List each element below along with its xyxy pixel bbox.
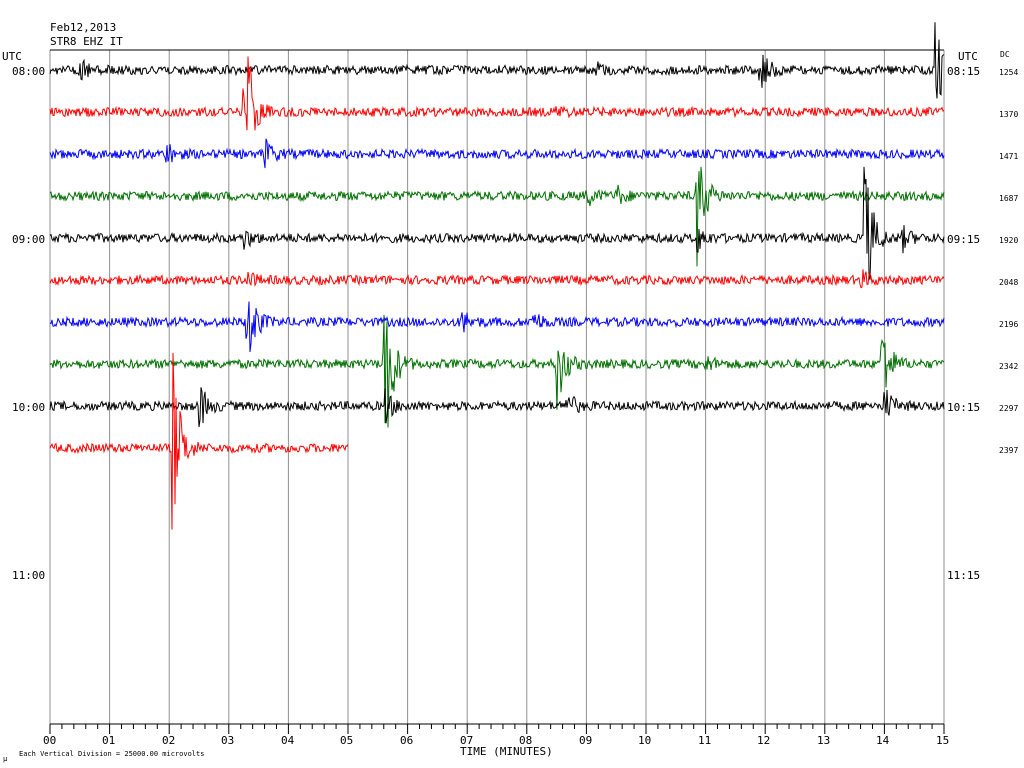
x-tick-label: 14 xyxy=(876,734,890,747)
trace-line xyxy=(49,166,945,280)
x-tick-label: 06 xyxy=(400,734,414,747)
trace-line xyxy=(49,166,945,267)
x-tick-label: 12 xyxy=(757,734,771,747)
left-time-label: 10:00 xyxy=(12,401,46,414)
dc-value: 1920 xyxy=(999,236,1019,245)
x-tick-label: 05 xyxy=(340,734,354,747)
x-tick-label: 15 xyxy=(936,734,950,747)
x-tick-label: 03 xyxy=(221,734,235,747)
seismic-traces xyxy=(49,22,945,530)
x-tick-label: 09 xyxy=(579,734,593,747)
vertical-gridlines xyxy=(49,50,945,724)
dc-value: 2048 xyxy=(999,278,1019,287)
dc-value: 2297 xyxy=(999,404,1019,413)
dc-value: 1687 xyxy=(999,194,1019,203)
trace-line xyxy=(49,387,945,428)
left-time-label: 08:00 xyxy=(12,65,46,78)
x-tick-label: 02 xyxy=(162,734,176,747)
chart-title: Feb12,2013 xyxy=(50,21,117,34)
left-time-label: 11:00 xyxy=(12,569,46,582)
x-tick-label: 13 xyxy=(817,734,831,747)
trace-line xyxy=(49,56,945,131)
x-tick-label: 01 xyxy=(102,734,116,747)
corner-mark: µ xyxy=(3,755,8,763)
right-time-label: 10:15 xyxy=(947,401,981,414)
right-time-label: 11:15 xyxy=(947,569,981,582)
x-axis xyxy=(49,724,945,734)
trace-line xyxy=(49,138,945,169)
utc-right-label: UTC xyxy=(958,50,978,63)
dc-value: 2397 xyxy=(999,446,1019,455)
left-time-label: 09:00 xyxy=(12,233,46,246)
x-tick-label: 00 xyxy=(43,734,57,747)
trace-line xyxy=(49,301,945,353)
plot-frame xyxy=(50,49,944,725)
dc-value: 1370 xyxy=(999,110,1019,119)
scale-note: Each Vertical Division = 25000.00 microv… xyxy=(19,750,205,758)
trace-line xyxy=(49,352,349,530)
dc-value: 1254 xyxy=(999,68,1019,77)
x-tick-label: 11 xyxy=(698,734,712,747)
utc-left-label: UTC xyxy=(2,50,22,63)
dc-label: DC xyxy=(1000,50,1010,59)
x-tick-label: 10 xyxy=(638,734,652,747)
x-tick-label: 04 xyxy=(281,734,295,747)
right-time-label: 08:15 xyxy=(947,65,981,78)
x-tick-label: 07 xyxy=(460,734,474,747)
x-axis-title: TIME (MINUTES) xyxy=(460,745,553,758)
trace-line xyxy=(49,269,945,289)
x-tick-label: 08 xyxy=(519,734,533,747)
chart-subtitle: STR8 EHZ IT xyxy=(50,35,123,48)
dc-value: 2196 xyxy=(999,320,1019,329)
trace-line xyxy=(49,314,945,428)
dc-value: 1471 xyxy=(999,152,1019,161)
trace-line xyxy=(49,22,945,99)
dc-value: 2342 xyxy=(999,362,1019,371)
right-time-label: 09:15 xyxy=(947,233,981,246)
